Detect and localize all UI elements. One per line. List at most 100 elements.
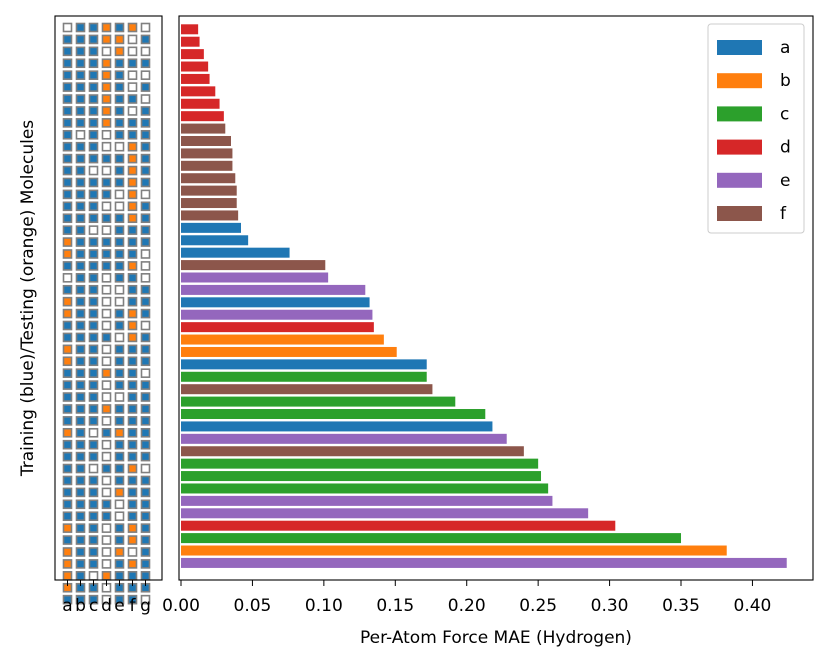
matrix-cell <box>101 356 112 367</box>
matrix-cell <box>88 320 99 331</box>
matrix-cell <box>140 427 151 438</box>
matrix-cell <box>88 308 99 319</box>
matrix-cell <box>140 225 151 235</box>
matrix-tick-label: b <box>75 596 86 616</box>
matrix-cell <box>75 22 86 33</box>
matrix-cell <box>114 261 125 271</box>
matrix-cell <box>62 46 73 57</box>
matrix-cell <box>140 392 151 402</box>
matrix-cell <box>101 237 112 247</box>
matrix-cell <box>127 46 138 57</box>
matrix-cell <box>62 594 73 605</box>
bar-f <box>181 210 239 221</box>
x-tick-label: 0.00 <box>162 596 200 616</box>
bar-f <box>181 198 237 209</box>
bar-d <box>181 49 204 60</box>
bar-c <box>181 458 539 469</box>
matrix-cell <box>140 82 151 92</box>
matrix-cell <box>75 82 86 92</box>
matrix-cell <box>101 249 112 259</box>
matrix-cell <box>88 368 99 378</box>
x-tick-label: 0.20 <box>448 596 486 616</box>
bar-c <box>181 371 427 382</box>
legend-swatch-e <box>717 172 762 188</box>
matrix-cell <box>114 225 125 235</box>
matrix-cell <box>114 356 125 367</box>
matrix-cell <box>62 237 73 247</box>
bar-f <box>181 148 233 159</box>
matrix-cell <box>140 106 151 116</box>
matrix-cell <box>101 129 112 140</box>
bar-e <box>181 284 366 295</box>
matrix-cell <box>127 487 138 498</box>
matrix-cell <box>88 189 99 200</box>
matrix-cell <box>88 571 99 581</box>
matrix-cell <box>127 439 138 450</box>
matrix-cell <box>114 535 125 545</box>
matrix-cell <box>114 94 125 104</box>
matrix-cell <box>140 94 151 104</box>
matrix-cell <box>75 487 86 498</box>
bar-f <box>181 135 231 146</box>
matrix-cell <box>75 320 86 331</box>
matrix-cell <box>101 261 112 271</box>
matrix-cell <box>140 296 151 307</box>
matrix-cell <box>75 118 86 128</box>
matrix-cell <box>75 439 86 450</box>
matrix-cell <box>88 392 99 402</box>
matrix-cell <box>114 82 125 92</box>
bar-d <box>181 322 374 333</box>
matrix-cell <box>114 249 125 259</box>
matrix-cell <box>101 82 112 92</box>
matrix-cell <box>114 344 125 355</box>
matrix-cell <box>114 153 125 164</box>
matrix-cell <box>114 594 125 605</box>
matrix-cell <box>101 308 112 319</box>
bar-f <box>181 260 326 271</box>
matrix-cells <box>62 22 151 605</box>
matrix-cell <box>114 463 125 474</box>
matrix-cell <box>140 308 151 319</box>
bar-a <box>181 297 370 308</box>
matrix-cell <box>62 320 73 331</box>
matrix-cell <box>114 106 125 116</box>
matrix-cell <box>127 392 138 402</box>
bar-c <box>181 396 456 407</box>
bar-d <box>181 73 210 84</box>
bar-c <box>181 483 549 494</box>
matrix-cell <box>101 499 112 510</box>
matrix-cell <box>127 201 138 212</box>
matrix-cell <box>127 129 138 140</box>
matrix-cell <box>75 70 86 80</box>
matrix-cell <box>75 153 86 164</box>
matrix-cell <box>75 201 86 212</box>
matrix-cell <box>127 475 138 486</box>
legend-swatch-b <box>717 73 762 89</box>
matrix-cell <box>127 535 138 545</box>
x-axis-ticks: 0.00 0.05 0.10 0.15 0.20 0.25 0.30 0.35 0.40 <box>162 580 771 616</box>
matrix-cell <box>101 225 112 235</box>
matrix-cell <box>140 46 151 57</box>
matrix-cell <box>127 356 138 367</box>
matrix-cell <box>140 153 151 164</box>
bar-b <box>181 346 397 357</box>
matrix-cell <box>62 82 73 92</box>
matrix-cell <box>140 356 151 367</box>
matrix-cell <box>88 177 99 188</box>
matrix-cell <box>88 22 99 33</box>
matrix-tick-label: a <box>62 596 72 616</box>
matrix-cell <box>75 356 86 367</box>
x-tick-label: 0.15 <box>376 596 414 616</box>
x-axis-label: Per-Atom Force MAE (Hydrogen) <box>360 628 632 648</box>
legend-swatch-d <box>717 139 762 155</box>
matrix-cell <box>140 58 151 69</box>
matrix-cell <box>88 237 99 247</box>
matrix-cell <box>101 213 112 224</box>
matrix-cell <box>88 106 99 116</box>
matrix-cell <box>88 261 99 271</box>
matrix-cell <box>114 58 125 69</box>
matrix-cell <box>140 320 151 331</box>
matrix-cell <box>140 177 151 188</box>
matrix-cell <box>101 392 112 402</box>
